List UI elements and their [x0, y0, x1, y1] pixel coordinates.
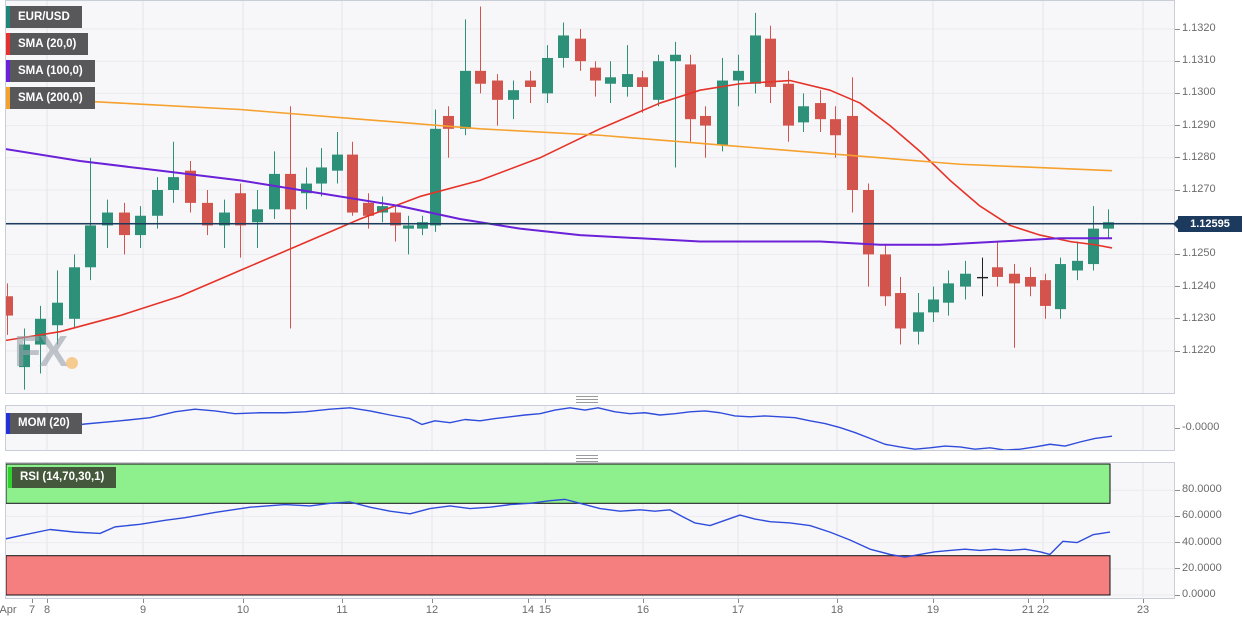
price-axis-tick — [1175, 318, 1180, 320]
rsi-axis-label: 80.0000 — [1182, 483, 1222, 496]
legend-marker-icon — [6, 60, 10, 82]
price-axis-label: 1.1270 — [1182, 183, 1216, 195]
fxstreet-watermark: FX — [14, 327, 78, 377]
legend-marker-icon — [6, 33, 10, 55]
time-axis-tick — [243, 599, 244, 603]
time-axis-tick — [1028, 599, 1029, 603]
rsi-axis-label: 0.0000 — [1182, 588, 1216, 600]
time-axis-label: 16 — [636, 604, 650, 616]
watermark-text: FX — [14, 327, 68, 376]
time-axis-label: 18 — [830, 604, 844, 616]
rsi-panel[interactable]: RSI (14,70,30,1) — [5, 462, 1175, 599]
rsi-axis-label: 40.0000 — [1182, 535, 1222, 548]
time-axis-label: 11 — [336, 604, 348, 616]
current-price-label: 1.12595 — [1173, 215, 1242, 232]
time-axis-label: 12 — [425, 604, 439, 616]
legend-marker-icon — [6, 6, 10, 28]
mom-marker-icon — [6, 413, 10, 434]
rsi-axis-tick — [1175, 594, 1180, 596]
time-axis-label: Apr — [0, 604, 17, 616]
time-axis-tick — [47, 599, 48, 603]
legend-item-eur-usd[interactable]: EUR/USD — [6, 6, 82, 28]
time-axis-label: 10 — [236, 604, 250, 616]
price-axis-label: 1.1250 — [1182, 247, 1216, 260]
time-axis-label: 8 — [43, 604, 51, 616]
price-chart-canvas[interactable] — [6, 1, 1174, 393]
price-axis-label: 1.1290 — [1182, 118, 1216, 131]
price-axis-tick — [1175, 189, 1180, 191]
time-axis-tick — [143, 599, 144, 603]
mom-chart-canvas[interactable] — [6, 406, 1174, 450]
price-axis-tick — [1175, 157, 1180, 159]
price-axis-label: 1.1320 — [1182, 22, 1216, 34]
rsi-axis-tick — [1175, 489, 1180, 491]
price-axis-tick — [1175, 286, 1180, 288]
legend-marker-icon — [6, 87, 10, 109]
legend-item-label: SMA (100,0) — [18, 65, 83, 77]
legend-item-sma-20-0-[interactable]: SMA (20,0) — [6, 33, 89, 55]
legend-item-label: SMA (20,0) — [18, 38, 77, 50]
legend-item-label: SMA (200,0) — [18, 92, 83, 104]
time-axis-tick — [528, 599, 529, 603]
panel-resize-handle-icon[interactable] — [576, 396, 598, 405]
rsi-axis-tick — [1175, 568, 1180, 570]
time-axis-label: 17 — [731, 604, 745, 616]
price-axis-tick — [1175, 60, 1180, 62]
price-axis-tick — [1175, 92, 1180, 94]
rsi-axis-label: 60.0000 — [1182, 509, 1222, 522]
price-axis-tick — [1175, 350, 1180, 352]
price-panel[interactable]: FX EUR/USD SMA (20,0) SMA (100,0) SMA (200,… — [5, 0, 1175, 394]
rsi-indicator-label[interactable]: RSI (14,70,30,1) — [8, 467, 117, 488]
time-axis-tick — [342, 599, 343, 603]
time-axis-label: 21 — [1021, 604, 1035, 616]
time-axis-label: 15 — [538, 604, 552, 616]
price-axis-tick — [1175, 253, 1180, 255]
time-axis-label: 19 — [926, 604, 940, 616]
logo-dot-icon — [66, 357, 78, 369]
mom-axis-label: -0.0000 — [1182, 420, 1220, 433]
time-axis-label: 23 — [1136, 604, 1150, 616]
time-axis-label: 9 — [139, 604, 147, 616]
price-axis-label: 1.1220 — [1182, 344, 1216, 356]
rsi-axis-tick — [1175, 515, 1180, 517]
time-axis-tick — [738, 599, 739, 603]
time-axis-tick — [432, 599, 433, 603]
time-axis-tick — [933, 599, 934, 603]
mom-label-text: MOM (20) — [18, 417, 70, 429]
time-axis-tick — [32, 599, 33, 603]
time-axis-tick — [643, 599, 644, 603]
chart-legend: EUR/USD SMA (20,0) SMA (100,0) SMA (200,0) — [6, 6, 95, 114]
panel-resize-handle-icon[interactable] — [576, 455, 598, 464]
price-axis-label: 1.1280 — [1182, 150, 1216, 163]
price-axis-label: 1.1240 — [1182, 279, 1216, 292]
legend-item-sma-100-0-[interactable]: SMA (100,0) — [6, 60, 95, 82]
time-axis-tick — [1143, 599, 1144, 603]
legend-item-label: EUR/USD — [18, 11, 70, 23]
price-axis-tick — [1175, 28, 1180, 30]
momentum-panel[interactable]: MOM (20) — [5, 405, 1175, 451]
price-axis-label: 1.1300 — [1182, 86, 1216, 99]
price-axis-label: 1.1230 — [1182, 311, 1216, 324]
time-axis-label: 14 — [521, 604, 535, 616]
legend-item-sma-200-0-[interactable]: SMA (200,0) — [6, 87, 95, 109]
time-axis-tick — [1043, 599, 1044, 603]
rsi-chart-canvas[interactable] — [6, 463, 1174, 598]
price-axis-label: 1.1310 — [1182, 54, 1216, 67]
mom-axis-tick — [1175, 427, 1180, 429]
mom-indicator-label[interactable]: MOM (20) — [6, 413, 82, 434]
time-axis-tick — [545, 599, 546, 603]
rsi-axis-label: 20.0000 — [1182, 561, 1222, 574]
rsi-marker-icon — [8, 467, 12, 488]
time-axis-tick — [837, 599, 838, 603]
rsi-axis-tick — [1175, 542, 1180, 544]
rsi-label-text: RSI (14,70,30,1) — [20, 471, 105, 483]
price-axis-tick — [1175, 125, 1180, 127]
time-axis-label: 22 — [1036, 604, 1050, 616]
time-axis-label: 7 — [28, 604, 36, 616]
